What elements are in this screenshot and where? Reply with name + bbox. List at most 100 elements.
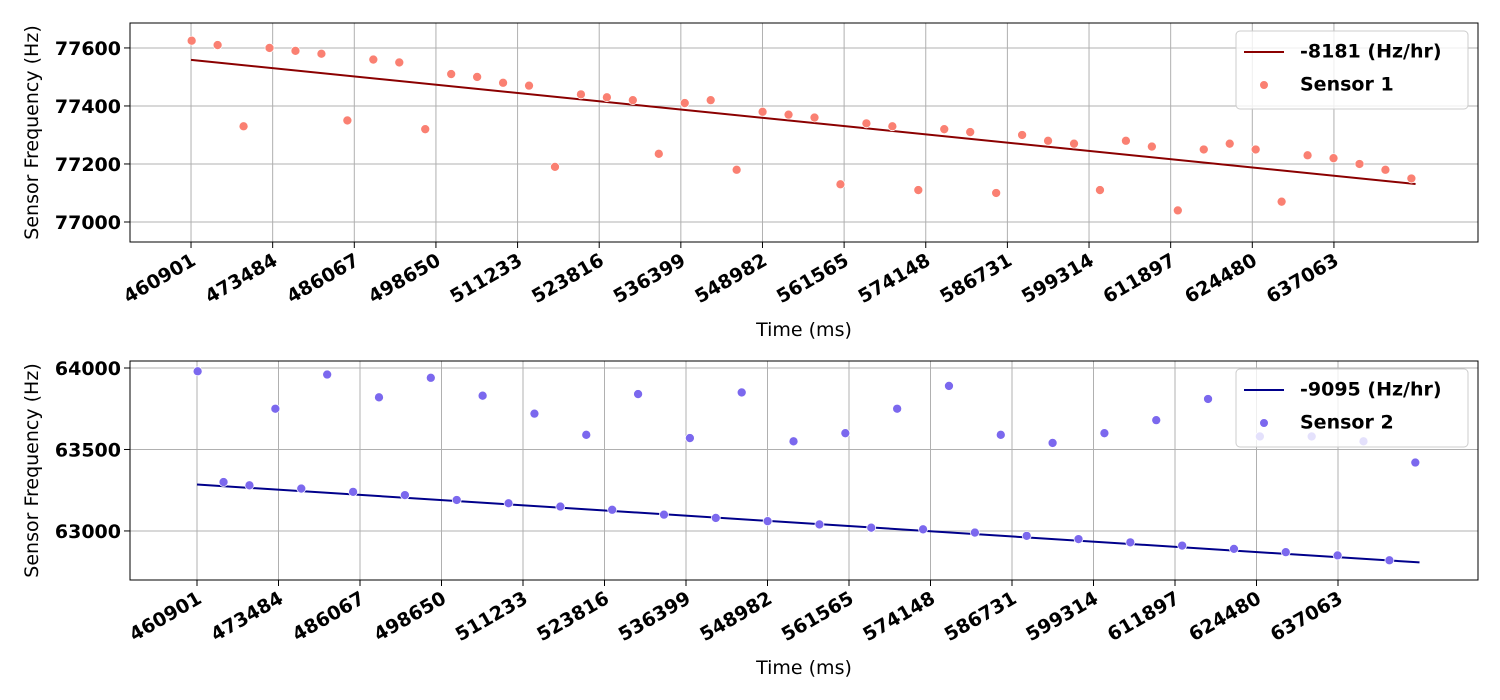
data-point bbox=[503, 498, 514, 509]
x-tick-label: 611897 bbox=[1104, 587, 1184, 646]
data-point bbox=[342, 115, 353, 126]
data-point bbox=[887, 121, 898, 132]
data-point bbox=[1021, 530, 1032, 541]
legend-box bbox=[1235, 368, 1469, 448]
x-tick-label: 460901 bbox=[120, 249, 200, 308]
data-point bbox=[446, 69, 457, 79]
data-point bbox=[970, 527, 980, 538]
data-point bbox=[1047, 438, 1058, 448]
data-point bbox=[1151, 415, 1162, 425]
x-tick-label: 511233 bbox=[446, 249, 526, 308]
data-point bbox=[1095, 185, 1105, 195]
data-point bbox=[762, 516, 773, 527]
data-point bbox=[425, 372, 436, 383]
y-tick-label: 77200 bbox=[55, 154, 121, 176]
y-tick-label: 64000 bbox=[55, 358, 121, 380]
data-point bbox=[374, 392, 384, 403]
data-point bbox=[192, 366, 203, 377]
data-point bbox=[1332, 550, 1343, 561]
data-point bbox=[316, 48, 327, 59]
data-point bbox=[1203, 394, 1213, 404]
data-point bbox=[1280, 547, 1291, 557]
data-point bbox=[736, 387, 747, 398]
data-point bbox=[1177, 540, 1187, 551]
data-point bbox=[264, 43, 275, 53]
data-point bbox=[1198, 144, 1209, 155]
data-point bbox=[394, 57, 405, 68]
legend-label: Sensor 1 bbox=[1300, 74, 1394, 96]
data-point bbox=[627, 95, 638, 106]
data-point bbox=[555, 501, 566, 512]
data-point bbox=[1410, 457, 1421, 468]
data-point bbox=[1354, 159, 1365, 169]
x-tick-label: 637063 bbox=[1263, 249, 1343, 308]
data-point bbox=[1384, 555, 1395, 566]
x-tick-label: 486067 bbox=[289, 587, 369, 646]
x-tick-label: 460901 bbox=[126, 587, 206, 646]
data-point bbox=[913, 185, 924, 195]
data-point bbox=[1224, 138, 1235, 149]
data-point bbox=[1125, 537, 1136, 548]
data-point bbox=[679, 98, 690, 108]
data-point bbox=[757, 106, 768, 117]
data-point bbox=[705, 95, 716, 106]
data-point bbox=[861, 118, 872, 129]
x-tick-label: 624480 bbox=[1185, 587, 1265, 646]
x-tick-label: 536399 bbox=[615, 587, 695, 646]
data-point bbox=[529, 408, 540, 419]
x-tick-label: 561565 bbox=[778, 587, 858, 646]
data-point bbox=[290, 45, 301, 56]
data-point bbox=[420, 124, 431, 135]
x-tick-label: 624480 bbox=[1181, 249, 1261, 308]
data-point bbox=[581, 429, 592, 440]
data-point bbox=[1276, 196, 1287, 207]
data-point bbox=[524, 80, 534, 91]
data-point bbox=[296, 483, 307, 494]
x-tick-label: 473484 bbox=[207, 587, 287, 646]
data-point bbox=[1380, 164, 1391, 175]
legend-swatch bbox=[1259, 80, 1269, 90]
data-point bbox=[1043, 135, 1053, 146]
data-point bbox=[685, 433, 695, 443]
x-tick-label: 586731 bbox=[936, 249, 1016, 308]
data-point bbox=[212, 40, 223, 50]
data-point bbox=[1406, 173, 1417, 184]
data-point bbox=[322, 369, 333, 380]
data-point bbox=[607, 504, 618, 515]
y-tick-label: 77000 bbox=[55, 212, 121, 234]
data-point bbox=[451, 495, 462, 505]
data-point bbox=[1250, 144, 1261, 155]
x-tick-label: 536399 bbox=[610, 249, 690, 308]
data-point bbox=[783, 109, 794, 120]
data-point bbox=[400, 490, 410, 500]
data-point bbox=[653, 148, 664, 159]
x-tick-label: 611897 bbox=[1099, 249, 1179, 308]
data-point bbox=[1147, 141, 1157, 152]
x-tick-label: 486067 bbox=[283, 249, 363, 308]
data-point bbox=[835, 179, 846, 190]
y-tick-label: 77600 bbox=[55, 38, 121, 60]
data-point bbox=[348, 486, 358, 497]
data-point bbox=[788, 436, 799, 447]
data-point bbox=[866, 522, 877, 533]
y-tick-label: 63000 bbox=[55, 521, 121, 543]
y-axis-label: Sensor Frequency (Hz) bbox=[21, 363, 43, 577]
data-point bbox=[550, 162, 560, 172]
x-tick-label: 548982 bbox=[691, 249, 771, 308]
data-point bbox=[602, 92, 612, 103]
x-tick-label: 637063 bbox=[1267, 587, 1347, 646]
legend-label: Sensor 2 bbox=[1300, 412, 1394, 434]
x-tick-label: 574148 bbox=[859, 587, 939, 646]
data-point bbox=[368, 54, 379, 65]
data-point bbox=[218, 477, 229, 487]
data-point bbox=[244, 480, 255, 491]
data-point bbox=[186, 35, 197, 46]
x-tick-label: 599314 bbox=[1018, 249, 1098, 308]
subplot: 460901 473484 486067 498650 511233 523816 5363… bbox=[21, 358, 1479, 679]
legend-label: -8181 (Hz/hr) bbox=[1300, 41, 1442, 63]
x-tick-label: 498650 bbox=[370, 587, 450, 646]
data-point bbox=[1017, 130, 1027, 140]
data-point bbox=[991, 188, 1002, 198]
x-tick-label: 511233 bbox=[452, 587, 532, 646]
